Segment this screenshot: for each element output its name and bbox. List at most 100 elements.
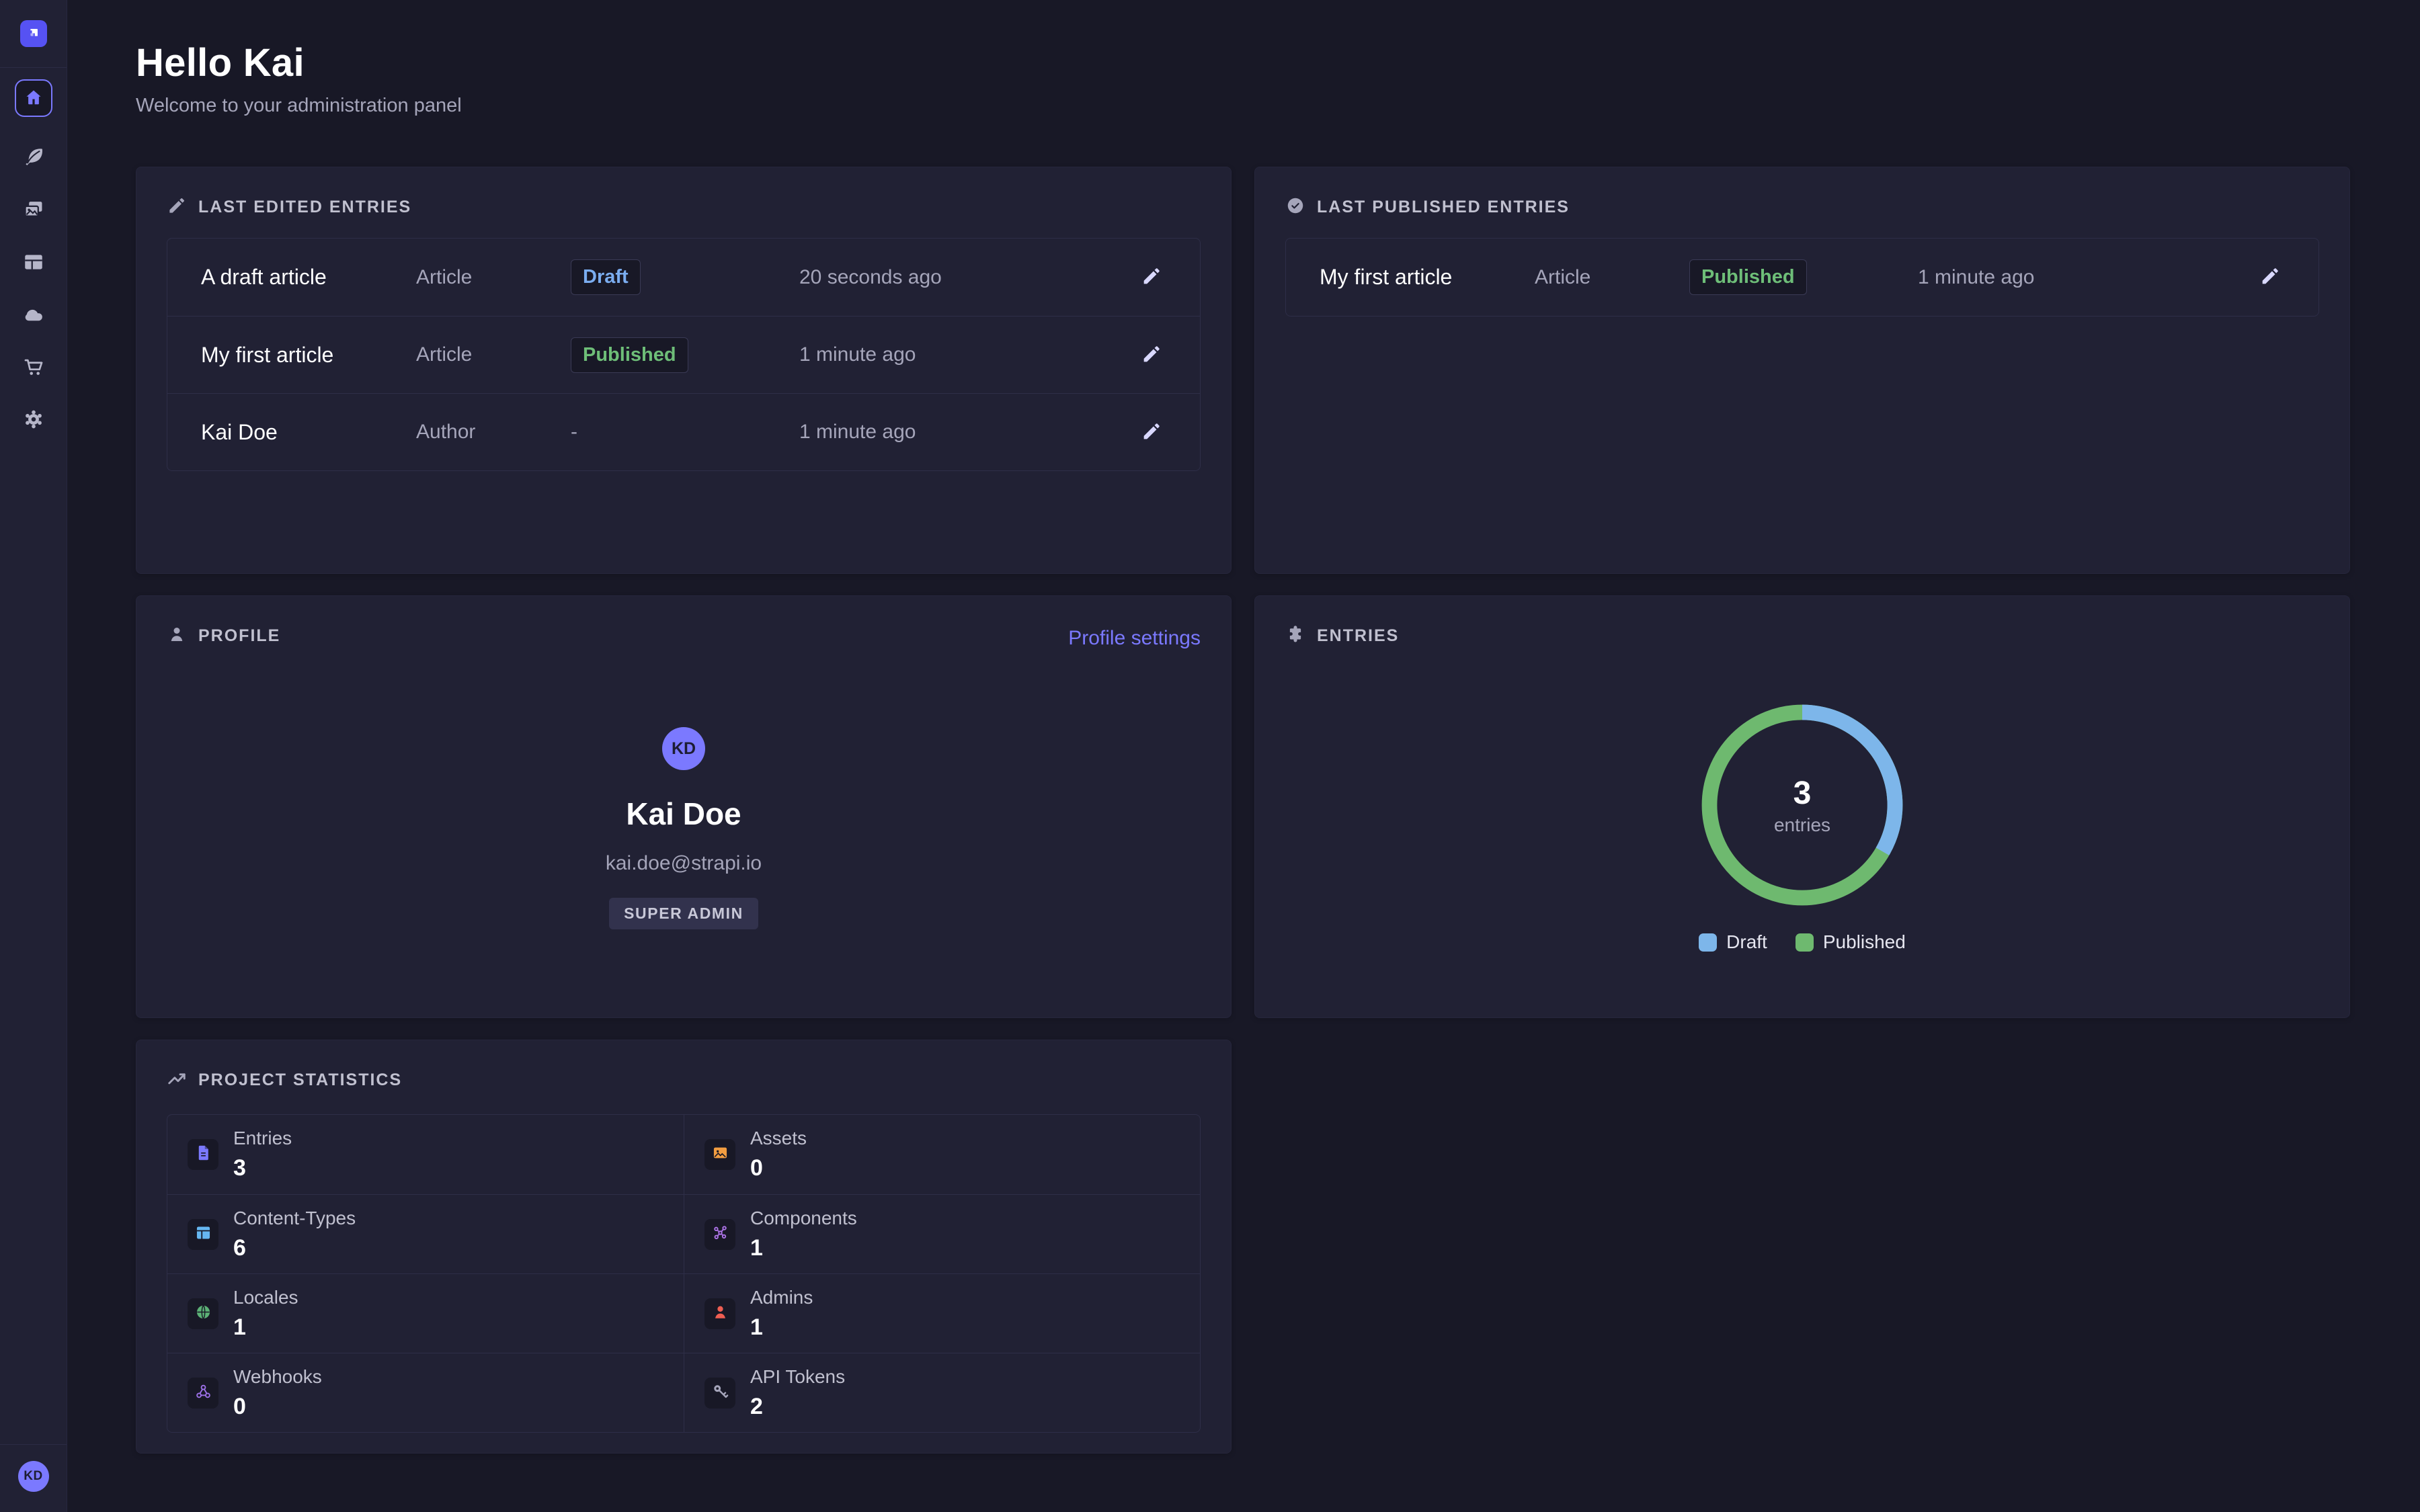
image-icon [711, 1144, 729, 1165]
sidebar-item-media-library[interactable] [22, 199, 45, 222]
layout-builder-icon [22, 251, 45, 276]
media-library-icon [22, 198, 45, 223]
stat-assets: Assets 0 [684, 1115, 1200, 1194]
profile-settings-link[interactable]: Profile settings [1068, 627, 1201, 650]
pencil-icon [167, 196, 187, 219]
home-icon [24, 87, 44, 110]
stat-value: 0 [233, 1394, 322, 1420]
pencil-icon [2259, 279, 2281, 289]
stat-label: Assets [750, 1128, 807, 1149]
project-statistics-card: PROJECT STATISTICS Entries 3 Assets 0 [136, 1040, 1232, 1454]
edit-entry-button[interactable] [1137, 417, 1166, 448]
stats-table: Entries 3 Assets 0 Content-Types 6 [167, 1114, 1201, 1433]
status-badge: - [571, 421, 577, 444]
sidebar-item-home[interactable] [15, 79, 52, 117]
card-header: ENTRIES [1285, 624, 2319, 648]
card-header: LAST EDITED ENTRIES [167, 196, 1201, 219]
entry-type: Author [416, 421, 571, 444]
stat-value: 1 [750, 1235, 857, 1261]
user-avatar[interactable]: KD [18, 1461, 49, 1492]
card-title: LAST EDITED ENTRIES [198, 198, 411, 217]
page-subtitle: Welcome to your administration panel [136, 95, 2351, 117]
stat-label: Content-Types [233, 1208, 356, 1229]
stat-content-types: Content-Types 6 [167, 1194, 684, 1273]
profile-card: PROFILE Profile settings KD Kai Doe kai.… [136, 595, 1232, 1018]
edit-entry-button[interactable] [1137, 339, 1166, 371]
entry-time: 1 minute ago [799, 421, 1130, 444]
table-row[interactable]: Kai Doe Author - 1 minute ago [167, 393, 1200, 470]
entry-time: 1 minute ago [1918, 266, 2249, 289]
draft-swatch [1699, 933, 1717, 952]
table-row[interactable]: My first article Article Published 1 min… [167, 316, 1200, 393]
pencil-icon [1141, 279, 1162, 289]
page-title: Hello Kai [136, 40, 2351, 85]
stat-api-tokens: API Tokens 2 [684, 1353, 1200, 1432]
strapi-logo-button[interactable] [20, 20, 47, 47]
entries-chart-card: ENTRIES 3 entries Draft P [1254, 595, 2350, 1018]
entry-type: Article [416, 266, 571, 289]
sidebar-divider [0, 1444, 67, 1445]
pencil-icon [1141, 434, 1162, 444]
stat-components: Components 1 [684, 1194, 1200, 1273]
entry-time: 20 seconds ago [799, 266, 1130, 289]
legend-label: Published [1823, 931, 1906, 953]
entries-donut-chart: 3 entries [1701, 704, 1903, 906]
edit-entry-button[interactable] [2255, 261, 2285, 293]
entry-time: 1 minute ago [799, 343, 1130, 366]
entry-name: A draft article [201, 265, 416, 290]
entry-name: My first article [201, 343, 416, 368]
feather-pen-icon [22, 146, 45, 171]
stat-value: 1 [233, 1314, 298, 1341]
stat-value: 3 [233, 1155, 292, 1181]
sidebar-item-marketplace[interactable] [22, 356, 45, 379]
chart-legend: Draft Published [1285, 931, 2319, 953]
layout-icon [194, 1224, 212, 1245]
main-content: Hello Kai Welcome to your administration… [67, 0, 2420, 1512]
user-icon [711, 1303, 729, 1325]
donut-svg [1701, 704, 1903, 906]
sidebar-item-cloud[interactable] [22, 304, 45, 327]
stat-label: Webhooks [233, 1366, 322, 1388]
empty-grid-cell [1254, 1040, 2350, 1454]
edit-entry-button[interactable] [1137, 261, 1166, 293]
trending-up-icon [167, 1068, 187, 1092]
user-icon [167, 624, 187, 648]
entry-type: Article [416, 343, 571, 366]
profile-body: KD Kai Doe kai.doe@strapi.io SUPER ADMIN [167, 727, 1201, 929]
sidebar-divider [0, 67, 67, 68]
entries-table: A draft article Article Draft 20 seconds… [167, 238, 1201, 471]
profile-name: Kai Doe [626, 796, 741, 832]
role-badge: SUPER ADMIN [609, 898, 758, 929]
file-icon [194, 1144, 212, 1165]
sidebar-item-content-manager[interactable] [22, 146, 45, 169]
entry-type: Article [1535, 266, 1689, 289]
card-title: ENTRIES [1317, 626, 1399, 646]
stat-label: API Tokens [750, 1366, 845, 1388]
stat-admins: Admins 1 [684, 1273, 1200, 1353]
status-badge: Published [571, 337, 688, 373]
sidebar-item-content-type-builder[interactable] [22, 251, 45, 274]
sidebar-item-settings[interactable] [22, 409, 45, 431]
status-badge: Draft [571, 259, 641, 295]
pencil-icon [1141, 357, 1162, 367]
last-edited-entries-card: LAST EDITED ENTRIES A draft article Arti… [136, 167, 1232, 574]
status-badge: Published [1689, 259, 1807, 295]
dashboard-grid: LAST EDITED ENTRIES A draft article Arti… [136, 167, 2351, 1454]
sidebar-nav [15, 79, 52, 431]
table-row[interactable]: A draft article Article Draft 20 seconds… [167, 239, 1200, 316]
globe-icon [194, 1303, 212, 1325]
strapi-logo-icon [26, 26, 41, 42]
legend-item-published: Published [1796, 931, 1906, 953]
last-published-entries-card: LAST PUBLISHED ENTRIES My first article … [1254, 167, 2350, 574]
avatar: KD [662, 727, 705, 770]
cloud-icon [22, 303, 45, 328]
card-header: PROFILE [167, 624, 1201, 648]
table-row[interactable]: My first article Article Published 1 min… [1286, 239, 2318, 316]
check-circle-icon [1285, 196, 1305, 219]
entries-table: My first article Article Published 1 min… [1285, 238, 2319, 317]
profile-email: kai.doe@strapi.io [606, 852, 762, 875]
sidebar: KD [0, 0, 67, 1512]
stat-label: Entries [233, 1128, 292, 1149]
card-title: PROJECT STATISTICS [198, 1070, 402, 1090]
legend-label: Draft [1726, 931, 1767, 953]
